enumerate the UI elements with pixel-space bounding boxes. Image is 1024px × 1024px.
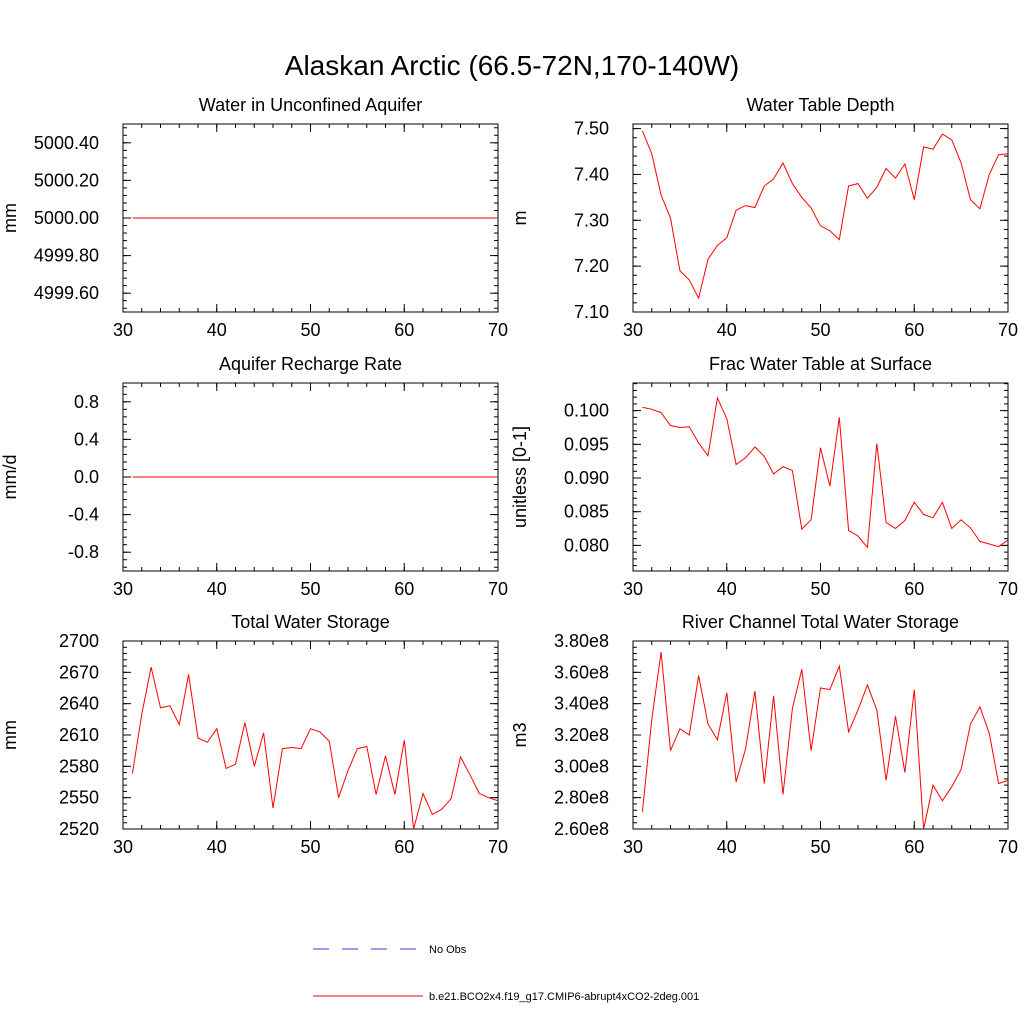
chart-panel-1: Water in Unconfined Aquifer mm 30 40 50 60 70 4… — [0, 95, 508, 340]
x-tick-label: 50 — [300, 579, 320, 599]
y-tick-label: 4999.80 — [34, 246, 99, 266]
x-tick-label: 70 — [488, 579, 508, 599]
panel-title: Total Water Storage — [231, 612, 389, 632]
chart-panel-2: Water Table Depth m 30 40 50 60 70 7.10 7.20 7.30… — [510, 95, 1018, 340]
x-tick-label: 60 — [394, 320, 414, 340]
y-tick-label: 2.60e8 — [554, 819, 609, 839]
x-tick-label: 30 — [623, 837, 643, 857]
chart-panel-3: Aquifer Recharge Rate mm/d 30 40 50 60 70 -0.8 -… — [0, 354, 508, 599]
x-tick-label: 70 — [488, 320, 508, 340]
plot-frame — [122, 640, 499, 830]
x-tick-label: 30 — [113, 837, 133, 857]
y-tick-label: 2610 — [59, 725, 99, 745]
y-tick-label: -0.8 — [68, 542, 99, 562]
x-tick-label: 40 — [207, 837, 227, 857]
x-tick-label: 60 — [904, 579, 924, 599]
x-tick-label: 40 — [717, 579, 737, 599]
x-tick-label: 60 — [904, 320, 924, 340]
legend: No Obs b.e21.BCO2x4.f19_g17.CMIP6-abrupt… — [313, 944, 699, 1003]
x-tick-label: 40 — [207, 320, 227, 340]
x-tick-label: 30 — [623, 579, 643, 599]
y-axis-label: m — [510, 211, 530, 226]
y-tick-label: 2670 — [59, 662, 99, 682]
y-tick-label: 0.0 — [74, 467, 99, 487]
y-tick-label: 7.10 — [574, 302, 609, 322]
legend-label-obs: No Obs — [429, 944, 467, 956]
chart-panel-6: River Channel Total Water Storage m3 30 40 5… — [510, 612, 1018, 857]
chart-panel-5: Total Water Storage mm 30 40 50 60 70 2520 2550 2… — [0, 612, 508, 857]
y-tick-label: 3.20e8 — [554, 725, 609, 745]
y-tick-label: 7.20 — [574, 256, 609, 276]
y-tick-label: 0.090 — [564, 468, 609, 488]
legend-label-model: b.e21.BCO2x4.f19_g17.CMIP6-abrupt4xCO2-2… — [429, 991, 699, 1003]
x-tick-label: 50 — [810, 579, 830, 599]
y-tick-label: 0.085 — [564, 502, 609, 522]
y-tick-label: 5000.00 — [34, 208, 99, 228]
y-tick-label: 2640 — [59, 694, 99, 714]
y-tick-label: 3.80e8 — [554, 631, 609, 651]
series-line — [641, 130, 1009, 300]
y-axis-label: unitless [0-1] — [510, 426, 530, 528]
x-tick-label: 70 — [998, 320, 1018, 340]
y-tick-label: 0.8 — [74, 392, 99, 412]
x-tick-label: 60 — [394, 579, 414, 599]
chart-panel-4: Frac Water Table at Surface unitless [0-1… — [510, 354, 1018, 599]
y-tick-label: 7.40 — [574, 164, 609, 184]
y-axis-label: mm — [0, 203, 20, 233]
y-tick-label: 0.095 — [564, 434, 609, 454]
panel-title: Water in Unconfined Aquifer — [199, 95, 422, 115]
x-tick-label: 70 — [488, 837, 508, 857]
x-tick-label: 30 — [113, 579, 133, 599]
y-tick-label: 3.00e8 — [554, 756, 609, 776]
x-tick-label: 60 — [394, 837, 414, 857]
y-tick-label: 4999.60 — [34, 283, 99, 303]
series-line — [131, 666, 499, 830]
y-tick-label: -0.4 — [68, 505, 99, 525]
plot-frame — [632, 123, 1009, 313]
y-axis-label: m3 — [510, 722, 530, 747]
panel-title: Frac Water Table at Surface — [709, 354, 932, 374]
plot-frame — [632, 382, 1009, 572]
x-tick-label: 30 — [113, 320, 133, 340]
series-line — [641, 651, 1009, 830]
y-tick-label: 2.80e8 — [554, 788, 609, 808]
x-tick-label: 40 — [717, 837, 737, 857]
y-tick-label: 7.50 — [574, 119, 609, 139]
y-tick-label: 5000.40 — [34, 133, 99, 153]
y-axis-label: mm — [0, 720, 20, 750]
x-tick-label: 40 — [207, 579, 227, 599]
x-tick-label: 50 — [810, 320, 830, 340]
x-tick-label: 70 — [998, 837, 1018, 857]
panel-title: Aquifer Recharge Rate — [219, 354, 402, 374]
series-line — [642, 396, 1009, 549]
x-tick-label: 50 — [300, 837, 320, 857]
y-tick-label: 2550 — [59, 788, 99, 808]
y-tick-label: 0.100 — [564, 401, 609, 421]
x-tick-label: 70 — [998, 579, 1018, 599]
y-tick-label: 2580 — [59, 756, 99, 776]
y-tick-label: 3.60e8 — [554, 662, 609, 682]
y-tick-label: 2520 — [59, 819, 99, 839]
y-tick-label: 7.30 — [574, 210, 609, 230]
x-tick-label: 40 — [717, 320, 737, 340]
y-axis-label: mm/d — [0, 455, 20, 500]
panels: Water in Unconfined Aquifer mm 30 40 50 60 70 4… — [0, 95, 1018, 857]
x-tick-label: 50 — [300, 320, 320, 340]
figure-title: Alaskan Arctic (66.5-72N,170-140W) — [285, 50, 739, 81]
panel-title: River Channel Total Water Storage — [682, 612, 959, 632]
y-tick-label: 3.40e8 — [554, 694, 609, 714]
x-tick-label: 60 — [904, 837, 924, 857]
panel-title: Water Table Depth — [746, 95, 894, 115]
y-tick-label: 0.4 — [74, 429, 99, 449]
y-tick-label: 0.080 — [564, 535, 609, 555]
y-tick-label: 5000.20 — [34, 170, 99, 190]
y-tick-label: 2700 — [59, 631, 99, 651]
x-tick-label: 30 — [623, 320, 643, 340]
x-tick-label: 50 — [810, 837, 830, 857]
